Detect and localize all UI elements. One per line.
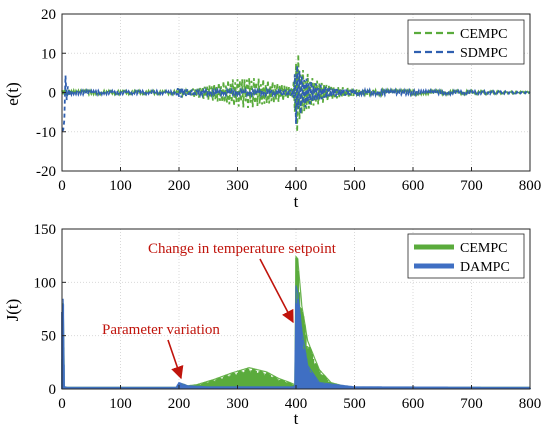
x-tick-label: 600 — [402, 178, 425, 194]
cost-chart-ticks: 0 100 200 300 400 500 600 700 800 0 50 100 150 — [34, 222, 542, 412]
error-chart-series — [61, 54, 531, 132]
series-line-sdmpc — [61, 65, 531, 132]
annotation-parameter-arrow — [167, 339, 184, 380]
error-chart-ticks: 0 100 200 300 400 500 600 700 800 -20 -10 0 10 20 — [36, 7, 541, 194]
cost-chart-legend: CEMPC DAMPC — [407, 233, 525, 279]
x-tick-label: 600 — [402, 396, 425, 412]
y-tick-label: 10 — [41, 46, 56, 62]
y-tick-label: 0 — [49, 86, 57, 102]
error-chart-ylabel: e(t) — [3, 82, 22, 106]
x-tick-label: 300 — [226, 396, 249, 412]
x-tick-label: 0 — [58, 178, 66, 194]
x-tick-label: 500 — [343, 178, 366, 194]
x-tick-label: 100 — [109, 396, 132, 412]
legend-label-cempc-2: CEMPC — [460, 241, 507, 256]
error-chart: 0 100 200 300 400 500 600 700 800 -20 -10 0 10 20 e(t… — [3, 7, 541, 211]
x-tick-label: 200 — [168, 396, 191, 412]
y-tick-label: 150 — [34, 222, 57, 238]
x-tick-label: 300 — [226, 178, 249, 194]
y-tick-label: 20 — [41, 7, 56, 23]
x-tick-label: 700 — [460, 396, 483, 412]
cost-chart-xlabel: t — [294, 409, 299, 428]
cost-chart-annotations: Change in temperature setpoint Parameter… — [102, 241, 337, 380]
x-tick-label: 400 — [285, 396, 308, 412]
x-tick-label: 800 — [519, 178, 542, 194]
x-tick-label: 400 — [285, 178, 308, 194]
error-chart-xlabel: t — [294, 192, 299, 211]
series-line-cempc — [61, 54, 531, 132]
annotation-setpoint-arrow — [259, 258, 294, 324]
y-tick-label: 0 — [49, 382, 57, 398]
x-tick-label: 500 — [343, 396, 366, 412]
error-chart-legend: CEMPC SDMPC — [407, 19, 525, 65]
x-tick-label: 800 — [519, 396, 542, 412]
series-envelope-dampc — [62, 285, 530, 388]
cost-chart-ylabel: J(t) — [3, 299, 22, 322]
x-tick-label: 0 — [58, 396, 66, 412]
x-tick-label: 200 — [168, 178, 191, 194]
y-tick-label: -10 — [36, 125, 56, 141]
y-tick-label: 50 — [41, 329, 56, 345]
legend-label-cempc: CEMPC — [460, 27, 507, 42]
legend-label-dampc: DAMPC — [460, 260, 510, 275]
legend-label-sdmpc: SDMPC — [460, 46, 507, 61]
x-tick-label: 700 — [460, 178, 483, 194]
x-tick-label: 100 — [109, 178, 132, 194]
annotation-setpoint-change: Change in temperature setpoint — [148, 241, 337, 257]
y-tick-label: 100 — [34, 275, 57, 291]
y-tick-label: -20 — [36, 164, 56, 180]
annotation-parameter-variation: Parameter variation — [102, 322, 220, 338]
